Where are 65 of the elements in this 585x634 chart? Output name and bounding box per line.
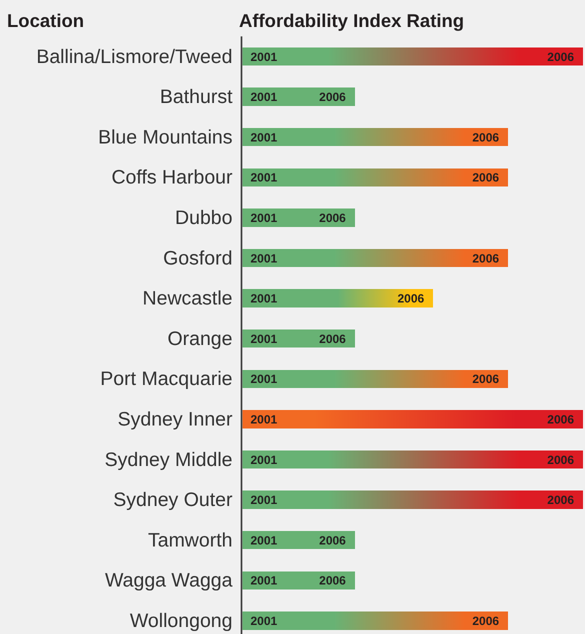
y-tick-label: Bathurst	[160, 86, 234, 108]
bar	[338, 289, 434, 308]
text: 2006	[547, 452, 574, 467]
x-axis-title: Affordability Index Rating	[239, 10, 464, 31]
text: 2001	[250, 493, 278, 508]
text: 2001	[250, 614, 278, 628]
bar	[334, 168, 508, 187]
y-tick-label: Sydney Outer	[113, 489, 233, 512]
y-tick-label: Newcastle	[142, 288, 232, 310]
bar	[314, 410, 583, 428]
bar	[334, 128, 508, 146]
text: 2006	[547, 412, 574, 426]
bar	[328, 47, 583, 66]
y-tick-label: Blue Mountains	[98, 126, 233, 148]
y-tick-label: Coffs Harbour	[111, 166, 234, 189]
text: 2006	[472, 614, 500, 628]
text: 2001	[250, 251, 278, 266]
text: 2001	[250, 452, 278, 467]
text: 2006	[319, 332, 346, 346]
bar	[334, 248, 508, 268]
y-axis-title: Location	[7, 10, 84, 31]
bar	[328, 490, 583, 509]
text: 2006	[472, 251, 500, 266]
bar	[242, 490, 328, 509]
text: 2006	[472, 170, 500, 185]
text: 2001	[250, 332, 278, 346]
bar	[328, 450, 583, 469]
bar	[242, 370, 334, 388]
y-tick-label: Tamworth	[148, 529, 232, 552]
series-label: 2006	[319, 574, 346, 588]
bar	[334, 612, 508, 630]
text: 2006	[397, 292, 424, 306]
y-tick-label: Ballina/Lismore/Tweed	[36, 46, 232, 68]
y-tick-label: Orange	[167, 328, 232, 350]
series-label: 2001	[250, 574, 278, 588]
text: 2006	[472, 130, 500, 144]
text: 2006	[547, 50, 574, 64]
y-tick-label: Sydney Inner	[118, 408, 234, 430]
text: 2006	[319, 533, 346, 548]
y-tick-label: Port Macquarie	[100, 368, 232, 390]
bar	[242, 128, 334, 146]
bar	[242, 168, 334, 187]
bar	[242, 248, 334, 268]
y-tick-label: Wagga Wagga	[104, 570, 233, 592]
text: 2001	[250, 50, 278, 64]
text: 2001	[250, 130, 278, 144]
bar	[242, 612, 334, 630]
text: 2001	[250, 292, 278, 306]
text: 2001	[250, 90, 278, 104]
text: 2001	[250, 372, 278, 386]
y-tick-label: Dubbo	[175, 206, 233, 229]
text: 2006	[472, 372, 500, 386]
text: 2006	[319, 211, 346, 225]
text: 2006	[319, 90, 346, 104]
y-tick-label: Sydney Middle	[104, 448, 232, 471]
text: 2006	[547, 493, 574, 508]
text: 2001	[250, 211, 278, 225]
bar	[242, 289, 338, 308]
y-tick-label: Wollongong	[130, 610, 232, 632]
y-tick-label: Gosford	[163, 247, 232, 270]
text: 2001	[250, 533, 278, 548]
bar	[334, 370, 508, 388]
text: 2001	[250, 412, 278, 426]
bar	[242, 410, 314, 428]
text: 2001	[250, 170, 278, 185]
